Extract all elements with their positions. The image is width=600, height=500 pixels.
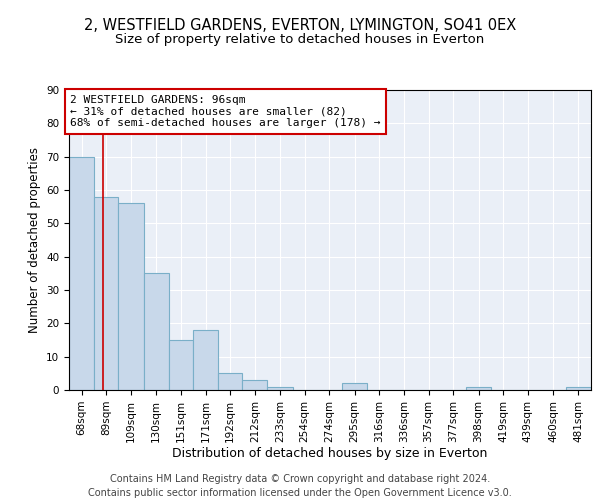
Bar [466,386,491,390]
Bar [242,380,268,390]
Bar [169,340,193,390]
Bar [118,204,143,390]
Text: 2, WESTFIELD GARDENS, EVERTON, LYMINGTON, SO41 0EX: 2, WESTFIELD GARDENS, EVERTON, LYMINGTON… [84,18,516,32]
Bar [342,384,367,390]
Text: Contains HM Land Registry data © Crown copyright and database right 2024.
Contai: Contains HM Land Registry data © Crown c… [88,474,512,498]
Bar [218,374,242,390]
Bar [69,156,94,390]
Text: Size of property relative to detached houses in Everton: Size of property relative to detached ho… [115,32,485,46]
Bar [268,386,293,390]
Bar [193,330,218,390]
Bar [143,274,169,390]
Text: 2 WESTFIELD GARDENS: 96sqm
← 31% of detached houses are smaller (82)
68% of semi: 2 WESTFIELD GARDENS: 96sqm ← 31% of deta… [70,95,381,128]
Bar [566,386,591,390]
Y-axis label: Number of detached properties: Number of detached properties [28,147,41,333]
Bar [94,196,118,390]
X-axis label: Distribution of detached houses by size in Everton: Distribution of detached houses by size … [172,448,488,460]
